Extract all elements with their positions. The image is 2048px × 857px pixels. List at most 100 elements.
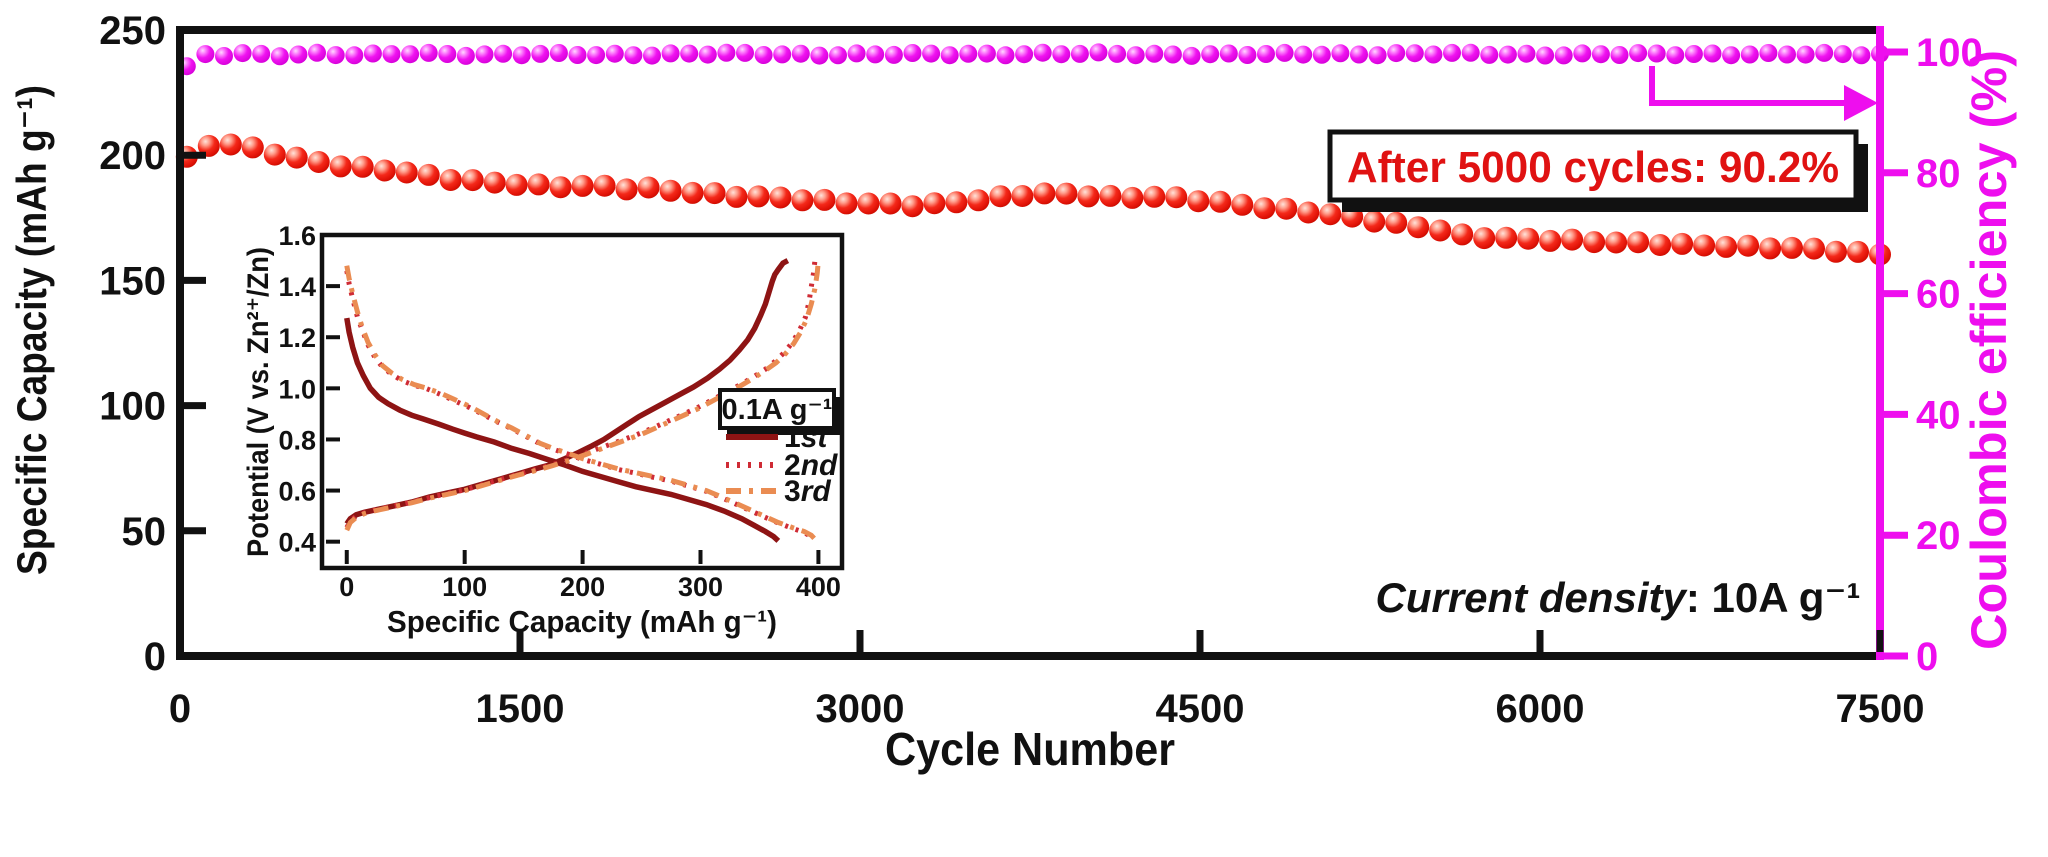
efficiency-marker [884,45,903,64]
efficiency-marker [922,44,941,63]
efficiency-marker [1033,43,1052,62]
legend-3-suffix: rd [801,475,832,508]
efficiency-marker [1852,46,1871,65]
capacity-series [175,133,1891,266]
efficiency-marker [1759,44,1778,62]
efficiency-marker [1443,43,1461,62]
inset-axis-ticks: 0.4 0.6 0.8 1.0 1.2 1.4 1.6 0 100 200 300 400 [278,221,840,602]
capacity-marker [307,151,330,173]
current-density-label: Current density: 10A g⁻¹ [1375,574,1860,621]
efficiency-marker [1740,45,1759,64]
legend-label-2nd: 2nd [784,449,838,482]
efficiency-marker [736,43,754,62]
efficiency-marker [345,46,364,65]
capacity-marker [241,136,264,159]
right-tick-label: 40 [1916,393,1961,437]
efficiency-marker [810,46,829,65]
efficiency-marker [419,43,438,62]
right-tick-label: 0 [1916,635,1938,679]
capacity-marker [813,188,836,211]
bottom-tick-label: 3000 [816,687,905,731]
efficiency-marker [568,46,587,64]
capacity-marker [1165,186,1188,209]
inset-frame [319,232,845,571]
capacity-marker [1121,186,1144,209]
legend-label-3rd: 3rd [784,475,831,508]
current-density-value: : 10A g⁻¹ [1686,574,1861,621]
right-y-axis-label: Coulombic efficiency (%) [1961,50,2017,650]
x-axis-label: Cycle Number [885,723,1175,775]
efficiency-marker [549,44,568,62]
capacity-marker [1209,190,1232,213]
efficiency-marker [1145,44,1164,63]
capacity-marker [351,155,374,178]
efficiency-marker [1015,45,1034,64]
capacity-marker [923,192,946,215]
capacity-marker [989,185,1012,208]
capacity-marker [637,176,660,199]
inset-left-tick-label: 1.6 [278,221,316,251]
capacity-marker [1517,227,1540,250]
capacity-marker [1627,231,1650,254]
capacity-marker [901,195,924,218]
efficiency-marker [1257,45,1275,63]
inset-bottom-tick-label: 300 [678,572,723,602]
efficiency-marker [1201,45,1220,64]
efficiency-marker [1833,45,1852,64]
capacity-marker [505,173,528,196]
capacity-marker [1055,182,1078,205]
efficiency-marker [1108,44,1127,63]
efficiency-marker [587,46,606,65]
legend-3-num: 3 [784,475,801,508]
capacity-marker [483,171,506,194]
capacity-marker [1715,235,1738,258]
capacity-marker [373,159,396,182]
efficiency-marker [1610,46,1629,64]
capacity-marker [835,192,858,215]
efficiency-marker [1219,44,1238,63]
capacity-marker [1385,211,1408,234]
legend-label-1st: 1st [784,421,829,454]
capacity-marker [1605,231,1628,254]
capacity-marker [1319,203,1342,226]
capacity-marker [197,134,220,157]
capacity-marker [879,192,902,215]
capacity-marker [1473,227,1496,250]
efficiency-marker [959,44,978,63]
capacity-marker [1011,185,1034,207]
efficiency-marker [847,44,866,63]
efficiency-marker [977,44,996,63]
efficiency-marker [1778,45,1796,64]
capacity-marker [1275,197,1298,220]
efficiency-marker [252,44,271,63]
inset-left-tick-label: 0.6 [278,477,316,507]
efficiency-marker [1294,45,1313,64]
efficiency-marker [1275,43,1294,62]
efficiency-marker [1722,46,1741,65]
efficiency-marker [1480,45,1499,64]
right-tick-label: 100 [1916,31,1983,75]
efficiency-marker [1461,43,1480,62]
bottom-tick-label: 7500 [1836,687,1925,731]
efficiency-marker [1405,44,1424,63]
efficiency-marker [1052,45,1071,64]
left-tick-label: 200 [99,134,166,178]
right-tick-label: 60 [1916,273,1961,317]
efficiency-marker [1536,46,1555,65]
efficiency-marker [363,44,382,63]
inset-bottom-tick-label: 200 [560,572,605,602]
efficiency-marker [1703,44,1722,63]
efficiency-marker [1517,44,1536,63]
efficiency-marker [494,44,513,63]
capacity-marker [747,185,770,208]
efficiency-marker [233,44,252,63]
efficiency-marker [1089,43,1108,62]
bottom-tick-label: 1500 [476,687,565,731]
capacity-marker [527,173,550,196]
legend-1-num: 1 [784,421,801,454]
efficiency-marker [270,47,289,66]
capacity-marker [219,133,242,156]
